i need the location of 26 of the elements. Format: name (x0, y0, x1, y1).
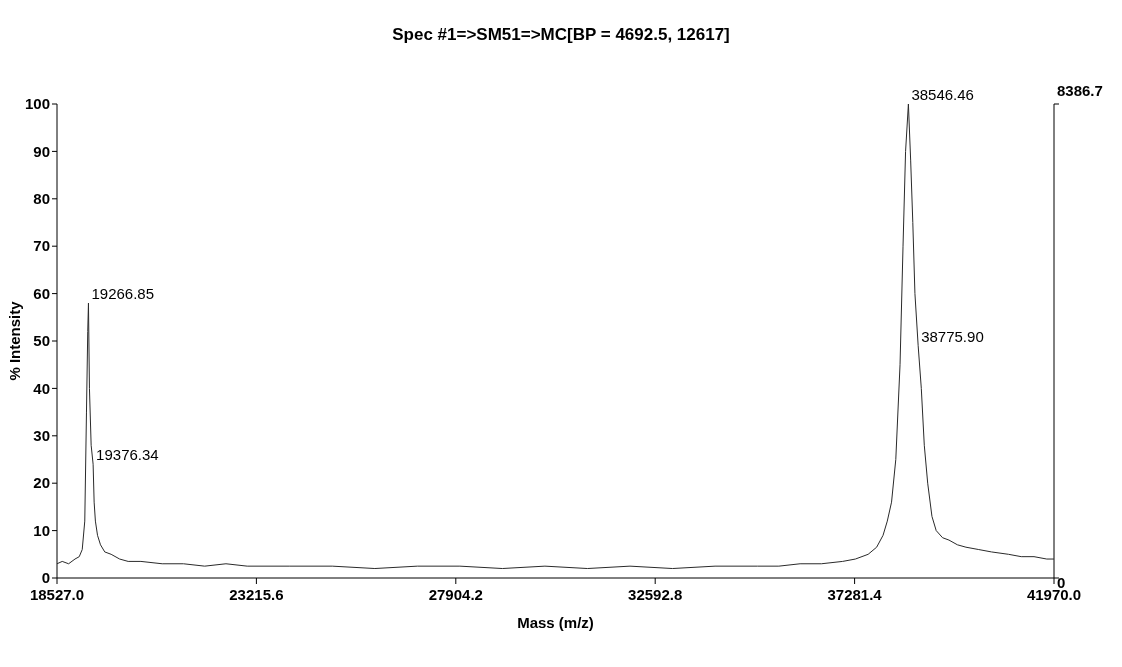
y-tick-label: 70 (33, 237, 50, 255)
y-tick-label: 20 (33, 474, 50, 492)
y2-tick-label: 8386.7 (1057, 82, 1103, 99)
x-tick-label: 27904.2 (428, 586, 483, 603)
line-series (56, 103, 1055, 570)
x-tick-label: 32592.8 (628, 586, 683, 603)
x-tick-label: 23215.6 (229, 586, 284, 603)
y-axis-title: % Intensity (6, 300, 23, 381)
annotation: 38546.46 (911, 86, 974, 103)
x-tick-label: 18527.0 (29, 586, 85, 603)
x-axis-title: Mass (m/z) (517, 614, 594, 631)
y-tick-label: 50 (33, 332, 50, 350)
x-tick-label: 37281.4 (827, 586, 883, 603)
y-tick-label: 10 (33, 521, 50, 539)
y-tick-label: 40 (33, 379, 50, 397)
y-tick-label: 100 (24, 95, 50, 113)
annotation: 38775.90 (921, 327, 984, 345)
y-tick-label: 80 (33, 190, 50, 208)
y-tick-label: 60 (33, 284, 50, 302)
y2-tick-label: 0 (1057, 574, 1066, 591)
y-tick-label: 90 (33, 142, 50, 160)
y-tick-label: 30 (33, 427, 50, 445)
annotation: 19376.34 (96, 446, 159, 464)
y-tick-label: 0 (41, 569, 50, 587)
annotation: 19266.85 (91, 285, 155, 303)
chart-title: Spec #1=>SM51=>MC[BP = 4692.5, 12617] (392, 25, 730, 44)
